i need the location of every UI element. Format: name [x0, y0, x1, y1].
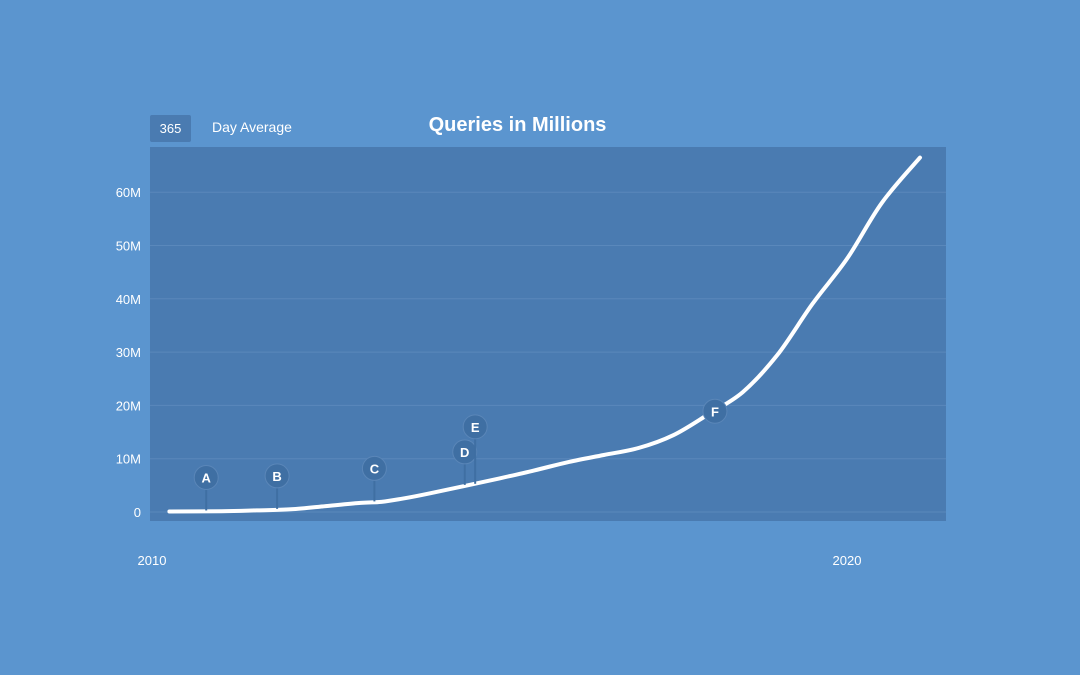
- marker-badge: [462, 414, 488, 440]
- marker-badge: [264, 463, 290, 489]
- series-line: [167, 155, 922, 514]
- y-tick-label: 60M: [116, 185, 141, 200]
- average-window-value[interactable]: 365: [150, 115, 191, 142]
- marker-label: F: [711, 404, 719, 419]
- marker-badge: [702, 398, 728, 424]
- marker-label: E: [471, 420, 480, 435]
- y-tick-label: 40M: [116, 292, 141, 307]
- marker-badge: [193, 464, 219, 490]
- average-window-label: Day Average: [212, 119, 292, 135]
- y-tick-label: 10M: [116, 452, 141, 467]
- annotation-marker-c[interactable]: C: [361, 455, 387, 502]
- marker-label: D: [460, 445, 469, 460]
- annotation-marker-b[interactable]: B: [264, 463, 290, 509]
- annotation-marker-d[interactable]: D: [452, 439, 478, 485]
- y-axis: 0 10M 20M 30M 40M 50M 60M: [116, 185, 141, 520]
- x-tick-label: 2010: [138, 553, 167, 568]
- marker-badge: [452, 439, 478, 465]
- marker-badge: [361, 455, 387, 481]
- y-tick-label: 0: [134, 505, 141, 520]
- annotation-markers: A B C DE F: [193, 398, 728, 511]
- chart-title: Queries in Millions: [428, 114, 607, 136]
- annotation-marker-e[interactable]: E: [462, 414, 488, 484]
- y-tick-label: 50M: [116, 239, 141, 254]
- annotation-marker-f[interactable]: F: [702, 398, 728, 424]
- x-tick-label: 2020: [833, 553, 862, 568]
- marker-label: B: [272, 469, 281, 484]
- annotation-marker-a[interactable]: A: [193, 464, 219, 511]
- x-axis: 2010 2020: [138, 553, 862, 568]
- grid-lines: [150, 191, 946, 513]
- y-tick-label: 30M: [116, 345, 141, 360]
- marker-label: A: [202, 470, 212, 485]
- marker-label: C: [370, 461, 380, 476]
- y-tick-label: 20M: [116, 398, 141, 413]
- plot-area: [150, 147, 946, 521]
